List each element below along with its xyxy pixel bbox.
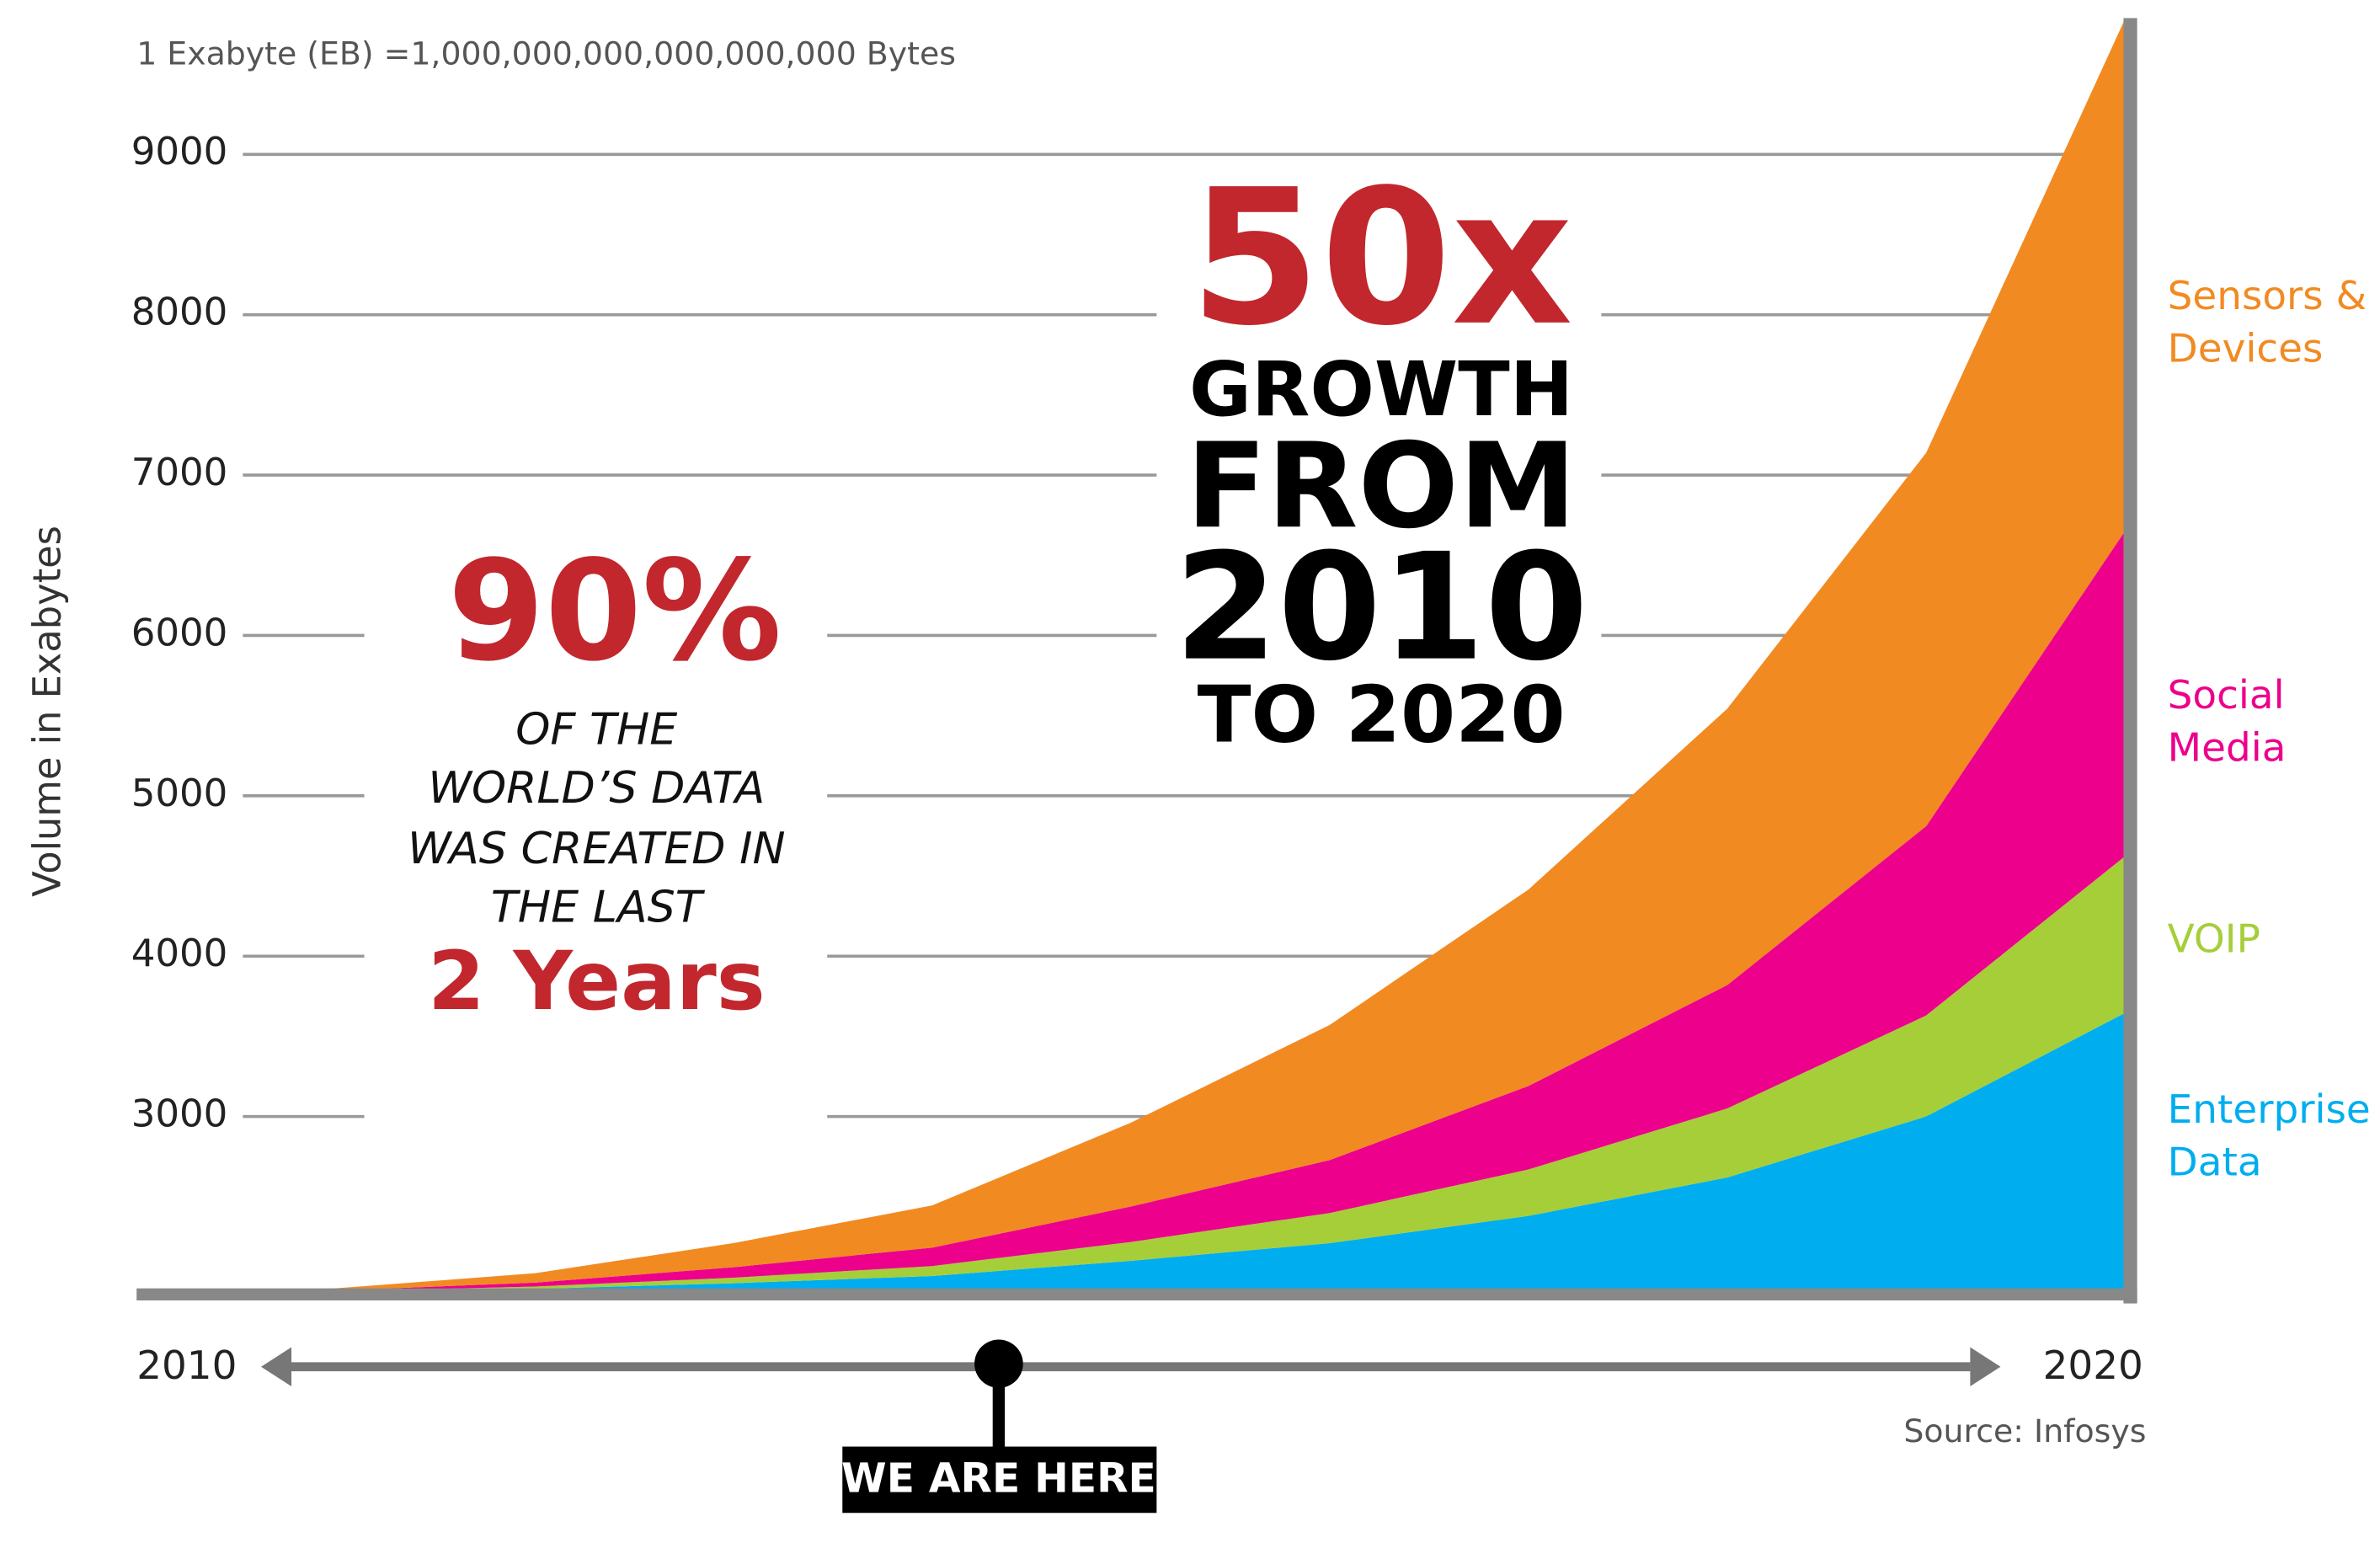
marker-label: WE ARE HERE (841, 1455, 1156, 1503)
area (136, 856, 2126, 1294)
y-axis-label: Volume in Exabytes (24, 526, 69, 897)
note: 1 Exabyte (EB) =1,000,000,000,000,000,00… (136, 35, 956, 72)
marker-dot (974, 1339, 1023, 1388)
arrow-head (1970, 1347, 2001, 1386)
legend-label: VOIP (2167, 916, 2260, 963)
growth-text: TO 2020 (1198, 670, 1566, 761)
x-tick-label: 2020 (2043, 1343, 2143, 1389)
percent-text: WORLD’S DATA (428, 763, 765, 814)
legend-label: Social Media (2167, 673, 2287, 772)
y-tick-label: 4000 (131, 931, 228, 975)
arrow-head (260, 1347, 292, 1386)
marker-box (842, 1446, 1157, 1514)
annotation-backdrop (1156, 173, 1602, 761)
y-tick-label: 7000 (131, 450, 228, 494)
percent: 90% (448, 531, 782, 691)
growth: 50x (1190, 149, 1573, 367)
y-tick-label: 8000 (131, 290, 228, 334)
growth-text: FROM (1186, 419, 1577, 555)
x-axis (136, 1288, 2137, 1300)
growth-text: 2010 (1174, 521, 1588, 693)
x-tick-label: 2010 (136, 1343, 237, 1389)
area (136, 19, 2126, 1294)
source: Source: Infosys (1903, 1412, 2146, 1450)
percent-text: OF THE (515, 705, 677, 755)
area (136, 1012, 2126, 1294)
area (136, 531, 2126, 1294)
y-tick-label: 5000 (131, 771, 228, 815)
y-tick-label: 9000 (131, 129, 228, 174)
years: 2 Years (428, 933, 766, 1028)
percent-text: WAS CREATED IN (408, 824, 786, 874)
annotation-backdrop (364, 542, 828, 1145)
right-axis (2123, 18, 2137, 1304)
y-tick-label: 6000 (131, 611, 228, 655)
legend-label: Sensors & Devices (2167, 274, 2367, 372)
y-tick-label: 3000 (131, 1092, 228, 1136)
legend-label: Enterprise Data (2167, 1087, 2371, 1187)
growth-text: GROWTH (1189, 346, 1573, 434)
percent-text: THE LAST (491, 883, 706, 933)
